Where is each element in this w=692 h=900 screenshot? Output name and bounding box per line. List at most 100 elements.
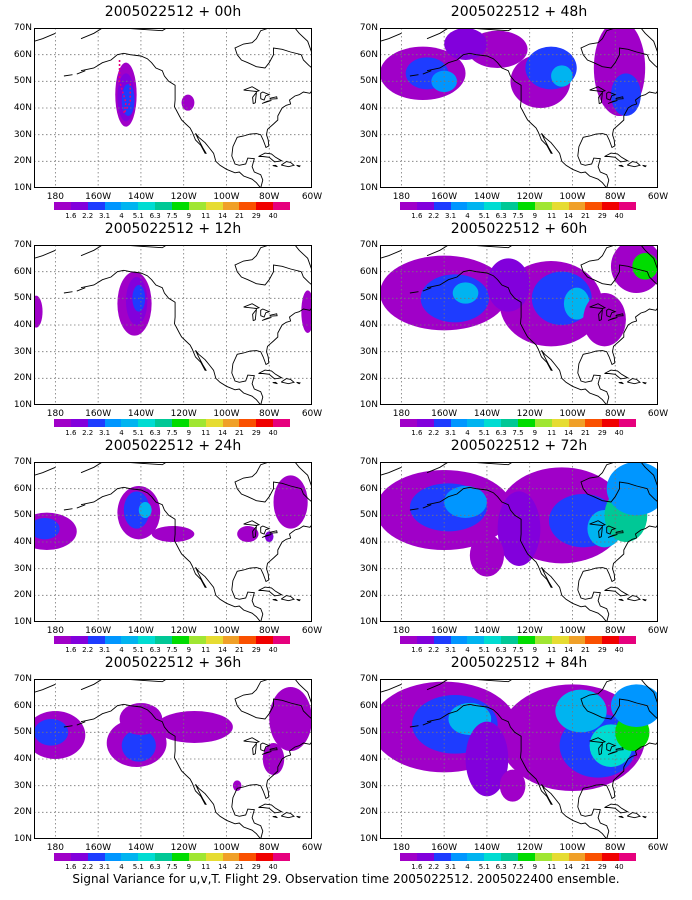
map-frame (34, 679, 312, 839)
colorbar-label: 9 (186, 863, 192, 871)
variance-contour (610, 684, 658, 727)
longitude-tick-label: 180 (46, 626, 64, 636)
colorbar (54, 636, 291, 644)
coastline (626, 378, 641, 385)
map-frame (380, 462, 658, 622)
colorbar-label: 4 (119, 212, 124, 220)
latitude-tick-label: 40N (359, 754, 378, 764)
colorbar-label: 4 (465, 863, 470, 871)
colorbar-label: 40 (614, 863, 624, 871)
coastline (580, 679, 616, 706)
longitude-tick-label: 180 (392, 843, 410, 853)
colorbar-label: 2.2 (428, 212, 440, 220)
colorbar-swatch (400, 636, 417, 644)
longitude-tick-label: 180 (392, 192, 410, 202)
colorbar-swatch (484, 636, 502, 644)
coastline (76, 721, 86, 726)
colorbar-label: 3.1 (98, 212, 111, 220)
latitude-tick-label: 60N (13, 49, 32, 60)
colorbar-swatch (484, 202, 502, 210)
colorbar-swatch (172, 636, 189, 644)
coastline (261, 751, 272, 755)
coastline (426, 462, 513, 474)
longitude-tick-label: 100W (213, 843, 240, 853)
variance-contour (155, 711, 233, 743)
coastline (615, 530, 624, 534)
longitude-tick-label: 60W (301, 843, 323, 853)
colorbar-swatch (70, 853, 88, 861)
coastline (607, 317, 618, 321)
coastline (426, 28, 513, 40)
coastline (640, 245, 658, 271)
map-panel: 2005022512 + 00h 70N 60N 50N 40N 30N 20N 10N 180… (0, 4, 330, 224)
longitude-tick-label: 140W (127, 409, 154, 419)
coastline (640, 28, 658, 54)
latitude-tick-label: 60N (13, 700, 32, 711)
longitude-tick-label: 120W (170, 626, 197, 636)
colorbar-label: 14 (218, 212, 228, 220)
latitude-tick-label: 60N (13, 266, 32, 277)
longitude-tick-label: 80W (259, 192, 280, 202)
flight-track (118, 60, 132, 114)
coastline (296, 381, 301, 385)
coastline (580, 28, 616, 55)
coastline (80, 52, 262, 188)
latitude-tick-label: 20N (13, 807, 32, 818)
map-panel: 2005022512 + 60h 70N 60N 50N 40N 30N 20N 10N 180… (346, 221, 676, 441)
coastline (606, 308, 617, 318)
longitude-tick-label: 80W (259, 409, 280, 419)
colorbar-swatch (188, 853, 206, 861)
colorbar-label: 3.1 (444, 863, 457, 871)
colorbar-swatch (585, 202, 603, 210)
coastline (604, 369, 629, 380)
longitude-tick-label: 120W (170, 843, 197, 853)
latitude-tick-label: 10N (13, 617, 32, 627)
coastline (294, 462, 312, 488)
latitude-tick-label: 20N (13, 590, 32, 601)
coastline (409, 508, 419, 511)
colorbar-swatch (222, 636, 240, 644)
colorbar-swatch (239, 202, 257, 210)
colorbar-label: 29 (597, 863, 607, 871)
colorbar-swatch (205, 853, 223, 861)
longitude-tick-label: 160W (85, 843, 112, 853)
variance-map (34, 28, 312, 188)
coastline (258, 586, 283, 597)
colorbar-label: 14 (564, 429, 574, 437)
colorbar (400, 202, 637, 210)
coastline (252, 524, 258, 539)
colorbar-swatch (585, 419, 603, 427)
colorbar-swatch (188, 636, 206, 644)
coastline (236, 698, 302, 720)
colorbar-swatch (518, 636, 535, 644)
latitude-tick-label: 10N (359, 400, 378, 410)
latitude-tick-label: 70N (359, 240, 378, 250)
colorbar-swatch (467, 853, 485, 861)
colorbar-label: 14 (564, 646, 574, 654)
longitude-tick-label: 160W (85, 409, 112, 419)
colorbar-swatch (222, 853, 240, 861)
map-panel: 2005022512 + 84h 70N 60N 50N 40N 30N 20N 10N 180… (346, 655, 676, 875)
colorbar-swatch (501, 419, 519, 427)
coastline (261, 100, 272, 104)
colorbar-swatch (121, 419, 139, 427)
coastline (269, 747, 278, 751)
longitude-tick-label: 120W (516, 409, 543, 419)
colorbar-swatch (121, 636, 139, 644)
colorbar-label: 5.1 (478, 863, 490, 871)
colorbar-label: 5.1 (132, 212, 144, 220)
longitude-tick-label: 160W (431, 192, 458, 202)
latitude-tick-label: 30N (359, 780, 378, 791)
coastline (426, 52, 608, 188)
coastline (618, 815, 624, 819)
colorbar-swatch (534, 853, 552, 861)
longitude-tick-label: 100W (213, 192, 240, 202)
latitude-tick-label: 60N (359, 49, 378, 60)
variance-contour (123, 491, 150, 529)
colorbar (54, 853, 291, 861)
longitude-tick-label: 60W (301, 192, 323, 202)
coastline (604, 152, 629, 163)
latitude-tick-label: 40N (359, 320, 378, 330)
coastline (589, 520, 607, 526)
latitude-tick-label: 60N (13, 483, 32, 494)
